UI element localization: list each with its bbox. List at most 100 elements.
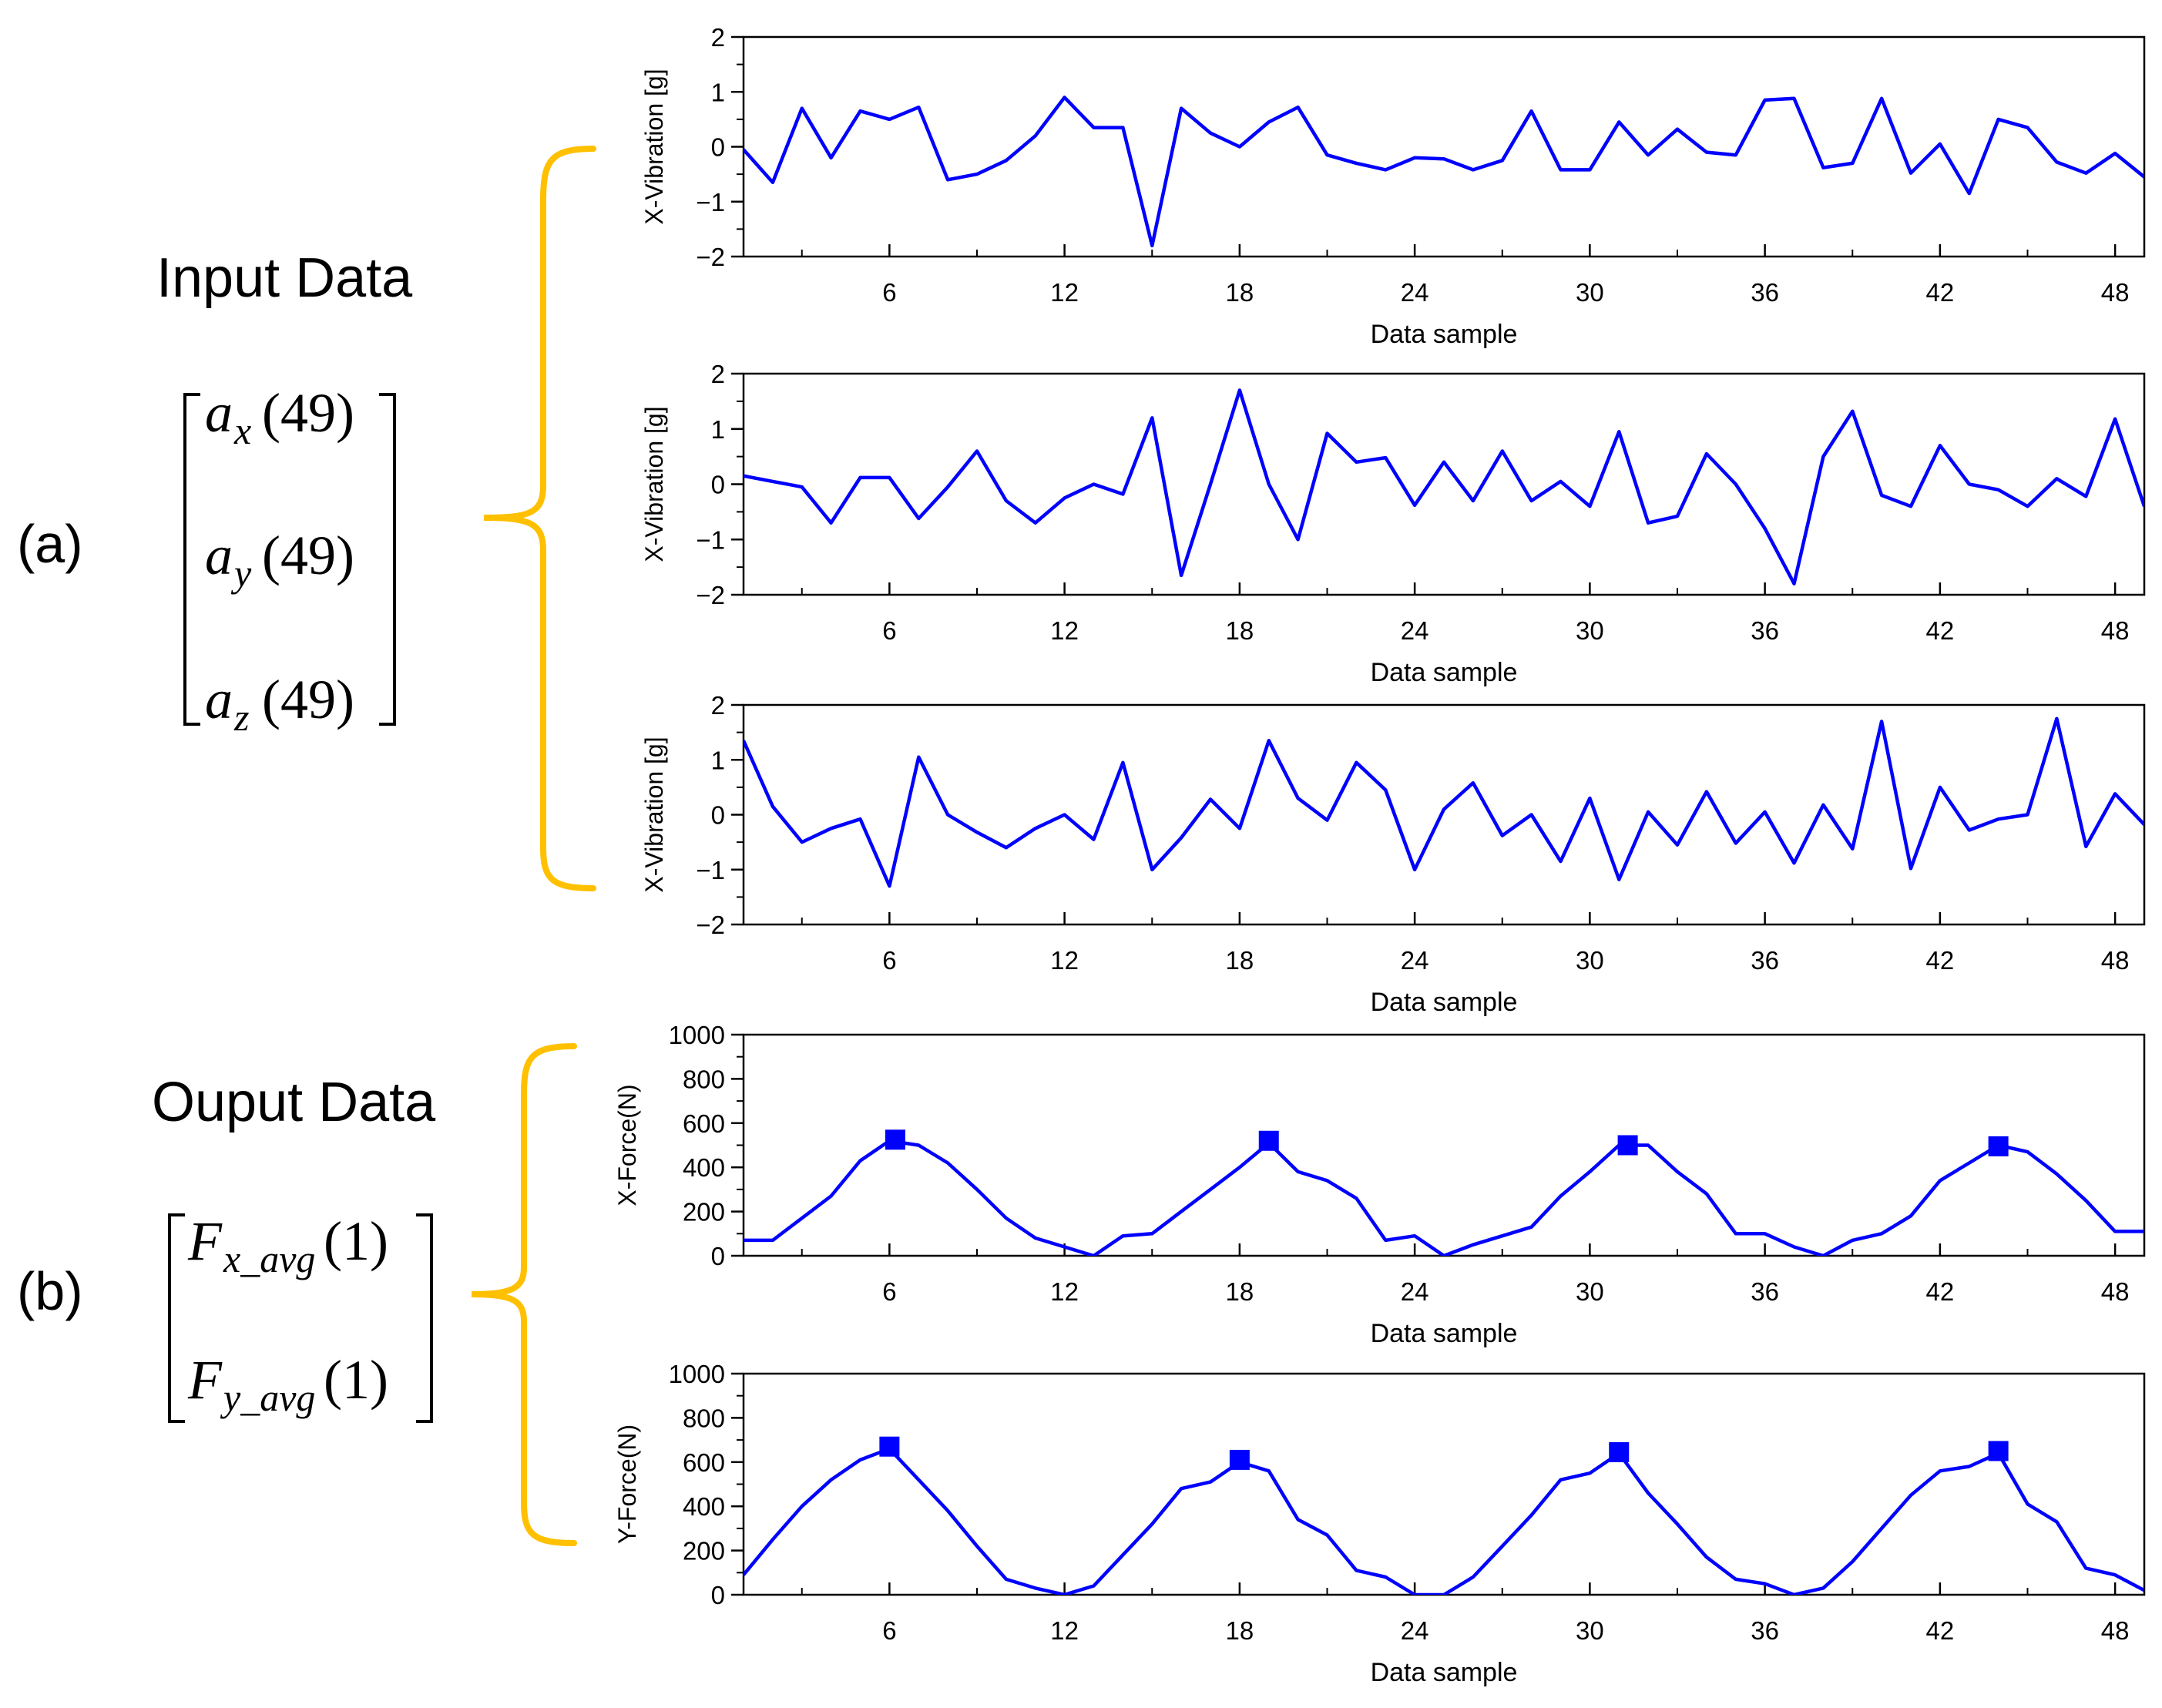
y-tick-label: 1: [711, 415, 725, 444]
vector-entry-argument: (1): [324, 1349, 388, 1411]
y-tick-label: 0: [711, 133, 725, 162]
x-tick-label: 48: [2101, 616, 2130, 645]
y-tick-label: 600: [683, 1448, 725, 1477]
y-axis-label: X-Vibration [g]: [640, 406, 668, 562]
x-tick-label: 48: [2101, 1616, 2130, 1645]
x-tick-label: 6: [882, 278, 896, 307]
x-tick-label: 18: [1226, 1277, 1254, 1306]
y-tick-label: 1: [711, 78, 725, 106]
x-tick-label: 36: [1751, 616, 1779, 645]
vector-entry-argument: (49): [262, 669, 354, 730]
x-tick-label: 42: [1926, 1616, 1955, 1645]
vector-entry-subscript: z: [233, 696, 249, 739]
vector-entry-base: a: [205, 525, 233, 586]
y-tick-label: 0: [711, 1242, 725, 1270]
y-tick-label: −2: [696, 243, 725, 271]
x-tick-label: 42: [1926, 278, 1955, 307]
input-vector: a x (49) a y (49) a z (49): [183, 382, 396, 739]
y-tick-label: 2: [711, 23, 725, 52]
output-brace: [471, 1043, 577, 1546]
peak-marker: [1988, 1441, 2009, 1461]
vector-entry: F x_avg (1): [187, 1210, 388, 1280]
x-tick-label: 42: [1926, 946, 1955, 975]
y-axis-label: Y-Force(N): [613, 1424, 641, 1544]
x-tick-label: 24: [1401, 946, 1429, 975]
x-tick-label: 6: [882, 1277, 896, 1306]
peak-marker: [879, 1436, 900, 1457]
y-axis-label: X-Vibration [g]: [640, 737, 668, 892]
peak-marker: [1229, 1449, 1250, 1470]
vector-entry-argument: (49): [262, 525, 354, 586]
x-tick-label: 42: [1926, 616, 1955, 645]
vector-entry: F y_avg (1): [187, 1349, 388, 1419]
y-tick-label: 600: [683, 1109, 725, 1138]
y-tick-label: −2: [696, 911, 725, 939]
y-axis-label: X-Vibration [g]: [640, 69, 668, 224]
y-tick-label: −1: [696, 188, 725, 216]
x-tick-label: 6: [882, 1616, 896, 1645]
vector-entry-argument: (49): [262, 382, 354, 444]
vector-entry-subscript: y_avg: [220, 1376, 315, 1419]
x-tick-label: 36: [1751, 278, 1779, 307]
x-tick-label: 12: [1050, 1277, 1079, 1306]
series-line: [744, 1139, 2144, 1256]
vector-entry-argument: (1): [324, 1210, 388, 1272]
vector-entry-subscript: y: [230, 552, 252, 595]
x-axis-label: Data sample: [1371, 320, 1518, 349]
y-tick-label: 1: [711, 746, 725, 774]
x-axis-label: Data sample: [1371, 658, 1518, 687]
peak-marker: [885, 1129, 905, 1150]
vector-entry: a y (49): [205, 525, 354, 595]
plot-frame: [742, 372, 2146, 596]
vector-entry-base: a: [205, 382, 233, 444]
chart-x-force: 6 12 18 24 30 36 42 48 0 200 400 600 800 1000 Data sam…: [613, 1021, 2146, 1348]
section-b-heading: Ouput Data: [152, 1072, 436, 1133]
chart-y-force: 6 12 18 24 30 36 42 48 0 200 400 600 800 1000 Data sam…: [613, 1360, 2146, 1687]
x-axis-label: Data sample: [1371, 1658, 1518, 1687]
vector-entry-base: a: [205, 669, 233, 730]
x-tick-label: 18: [1226, 616, 1254, 645]
x-tick-label: 48: [2101, 946, 2130, 975]
x-axis-label: Data sample: [1371, 1319, 1518, 1348]
y-tick-label: 800: [683, 1065, 725, 1093]
vector-entry-subscript: x_avg: [223, 1237, 315, 1280]
y-axis-label: X-Force(N): [613, 1084, 641, 1206]
peak-marker: [1609, 1441, 1630, 1462]
peak-marker: [1617, 1135, 1638, 1156]
x-tick-label: 18: [1226, 278, 1254, 307]
y-tick-label: −1: [696, 525, 725, 554]
vector-entry: a z (49): [205, 669, 354, 739]
output-vector-left-bracket: [168, 1213, 185, 1423]
plot-frame: [742, 35, 2146, 258]
vector-entry-base: F: [187, 1349, 223, 1411]
section-a-tag: (a): [17, 514, 83, 574]
x-tick-label: 36: [1751, 946, 1779, 975]
x-axis-label: Data sample: [1371, 988, 1518, 1017]
x-tick-label: 48: [2101, 278, 2130, 307]
y-tick-label: 0: [711, 471, 725, 499]
x-tick-label: 24: [1401, 1616, 1429, 1645]
x-tick-label: 12: [1050, 946, 1079, 975]
series-line: [744, 716, 2144, 888]
y-tick-label: 400: [683, 1492, 725, 1521]
vector-entry: a x (49): [205, 382, 354, 452]
x-tick-label: 30: [1576, 1616, 1604, 1645]
x-tick-label: 18: [1226, 1616, 1254, 1645]
y-tick-label: 2: [711, 360, 725, 388]
y-tick-label: 2: [711, 691, 725, 720]
series-line: [744, 388, 2144, 586]
y-tick-label: −1: [696, 856, 725, 884]
input-vector-left-bracket: [183, 393, 200, 726]
x-tick-label: 36: [1751, 1277, 1779, 1306]
x-tick-label: 30: [1576, 616, 1604, 645]
x-tick-label: 12: [1050, 1616, 1079, 1645]
y-tick-label: −2: [696, 581, 725, 609]
input-brace: [483, 146, 596, 891]
x-tick-label: 12: [1050, 616, 1079, 645]
x-tick-label: 24: [1401, 278, 1429, 307]
x-tick-label: 6: [882, 616, 896, 645]
